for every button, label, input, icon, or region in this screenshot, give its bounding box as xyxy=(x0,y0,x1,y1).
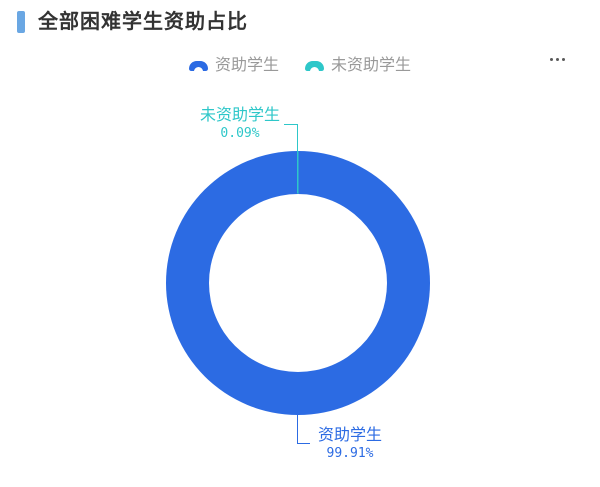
pie-slice-icon xyxy=(305,61,324,72)
dot xyxy=(550,58,553,61)
donut-chart[interactable] xyxy=(166,151,430,415)
legend-icon-notch xyxy=(310,67,319,72)
slice-label-name: 资助学生 xyxy=(317,427,382,444)
legend-label-funded: 资助学生 xyxy=(214,57,279,74)
leader-line-funded xyxy=(297,413,298,443)
dot xyxy=(562,58,565,61)
more-options-icon[interactable] xyxy=(548,56,567,63)
legend-item-funded[interactable]: 资助学生 xyxy=(188,57,279,74)
donut-hole xyxy=(209,194,387,372)
pie-slice-icon xyxy=(188,61,208,72)
page-title: 全部困难学生资助占比 xyxy=(38,11,248,33)
title-accent-bar xyxy=(17,11,25,33)
slice-label-percent: 0.09% xyxy=(220,126,260,141)
legend-icon-notch xyxy=(193,67,203,72)
slice-label-percent: 99.91% xyxy=(326,446,374,461)
slice-label-name: 未资助学生 xyxy=(199,107,280,124)
legend-item-unfunded[interactable]: 未资助学生 xyxy=(305,58,411,74)
leader-line-unfunded xyxy=(297,124,298,193)
dot xyxy=(556,58,559,61)
slice-label-unfunded: 未资助学生 0.09% xyxy=(196,106,284,142)
legend-label-unfunded: 未资助学生 xyxy=(331,57,412,74)
leader-line-funded xyxy=(297,443,310,444)
leader-line-unfunded xyxy=(284,124,298,125)
slice-label-funded: 资助学生 99.91% xyxy=(312,426,388,462)
chart-legend: 资助学生 未资助学生 xyxy=(0,58,600,74)
